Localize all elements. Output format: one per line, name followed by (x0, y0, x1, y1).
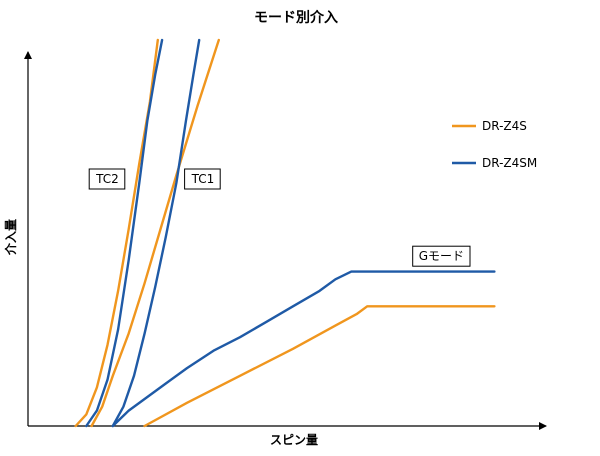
legend-label: DR-Z4SM (482, 156, 537, 170)
legend-label: DR-Z4S (482, 119, 527, 133)
y-axis-label: 介入量 (3, 219, 18, 256)
annotation-text: Gモード (419, 249, 464, 263)
legend: DR-Z4S DR-Z4SM (452, 119, 537, 170)
x-axis-label: スピン量 (270, 433, 318, 447)
annotation-box (184, 168, 221, 190)
annotation-label: TC1 (184, 168, 221, 190)
chart-title: モード別介入 (254, 9, 338, 26)
annotation-text: TC2 (95, 172, 119, 186)
annotation-label: TC2 (88, 168, 126, 190)
annotation-text: TC1 (191, 172, 215, 186)
annotation-box (412, 245, 471, 267)
series-line-dr-z4sm-2 (85, 38, 164, 428)
legend-item: DR-Z4SM (452, 156, 537, 170)
series-layer (74, 38, 496, 428)
series-line-dr-z4sm-4 (111, 38, 201, 428)
annotation-box (88, 168, 126, 190)
legend-item: DR-Z4S (452, 119, 527, 133)
series-line-dr-z4s-5 (143, 305, 496, 428)
series-line-dr-z4s-3 (90, 38, 221, 428)
series-line-dr-z4sm-6 (111, 270, 496, 428)
annotation-label: Gモード (412, 245, 471, 267)
annotation-layer: TC2 TC1 Gモード (88, 168, 471, 267)
